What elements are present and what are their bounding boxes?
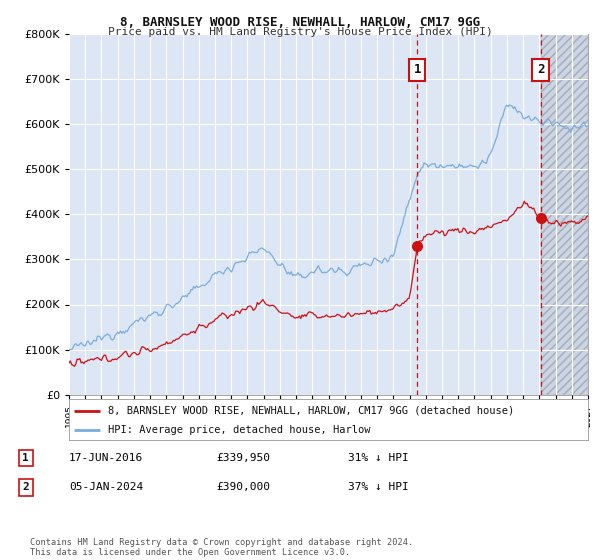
Text: Price paid vs. HM Land Registry's House Price Index (HPI): Price paid vs. HM Land Registry's House … bbox=[107, 27, 493, 37]
Text: 17-JUN-2016: 17-JUN-2016 bbox=[69, 453, 143, 463]
Text: 31% ↓ HPI: 31% ↓ HPI bbox=[348, 453, 409, 463]
Text: 1: 1 bbox=[413, 63, 421, 76]
Text: 2: 2 bbox=[537, 63, 544, 76]
Text: 1: 1 bbox=[22, 453, 29, 463]
Text: 8, BARNSLEY WOOD RISE, NEWHALL, HARLOW, CM17 9GG (detached house): 8, BARNSLEY WOOD RISE, NEWHALL, HARLOW, … bbox=[108, 405, 514, 416]
Text: £390,000: £390,000 bbox=[216, 482, 270, 492]
Bar bbox=[541, 34, 588, 395]
Text: 8, BARNSLEY WOOD RISE, NEWHALL, HARLOW, CM17 9GG: 8, BARNSLEY WOOD RISE, NEWHALL, HARLOW, … bbox=[120, 16, 480, 29]
Text: 2: 2 bbox=[22, 482, 29, 492]
Text: 37% ↓ HPI: 37% ↓ HPI bbox=[348, 482, 409, 492]
Text: Contains HM Land Registry data © Crown copyright and database right 2024.
This d: Contains HM Land Registry data © Crown c… bbox=[30, 538, 413, 557]
Text: £339,950: £339,950 bbox=[216, 453, 270, 463]
Text: HPI: Average price, detached house, Harlow: HPI: Average price, detached house, Harl… bbox=[108, 424, 370, 435]
Bar bbox=[541, 34, 588, 395]
Text: 05-JAN-2024: 05-JAN-2024 bbox=[69, 482, 143, 492]
